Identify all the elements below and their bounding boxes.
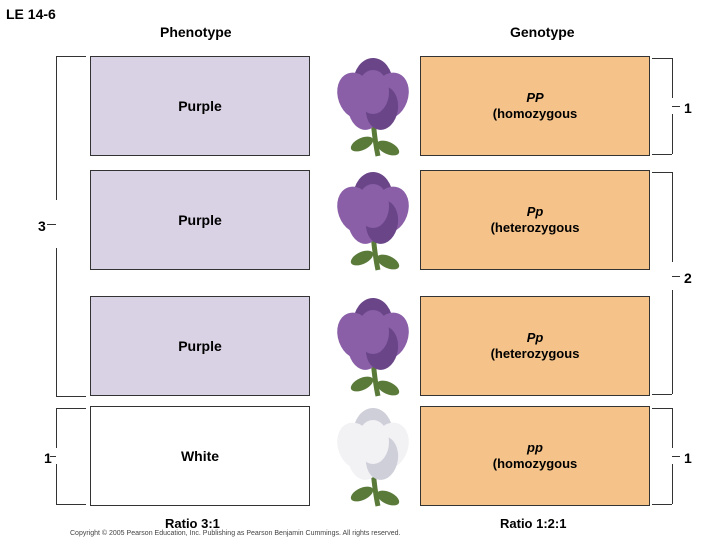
allele-text: PP: [526, 90, 543, 106]
left-count-white: 1: [44, 450, 52, 466]
genotype-ratio: Ratio 1:2:1: [500, 516, 566, 531]
left-bracket-1: [56, 464, 57, 504]
flower-icon: [318, 52, 428, 160]
zygosity-text: (heterozygous: [491, 346, 580, 362]
left-bracket-3: [47, 224, 56, 225]
zygosity-text: (homozygous: [493, 456, 578, 472]
genotype-box: Pp (heterozygous: [420, 170, 650, 270]
zygosity-text: (homozygous: [493, 106, 578, 122]
right-count-pp: 1: [684, 450, 692, 466]
left-bracket-3: [56, 56, 57, 200]
copyright-text: Copyright © 2005 Pearson Education, Inc.…: [70, 530, 400, 537]
right-count-Pp: 2: [684, 270, 692, 286]
right-count-PP: 1: [684, 100, 692, 116]
phenotype-ratio: Ratio 3:1: [165, 516, 220, 531]
left-count-purple: 3: [38, 218, 46, 234]
phenotype-box: Purple: [90, 170, 310, 270]
genetics-row: Purple PP (homozygous: [60, 56, 680, 156]
flower-icon: [318, 402, 428, 510]
flower-icon: [318, 292, 428, 400]
figure-label: LE 14-6: [6, 6, 56, 22]
zygosity-text: (heterozygous: [491, 220, 580, 236]
genotype-header: Genotype: [510, 24, 575, 40]
phenotype-header: Phenotype: [160, 24, 232, 40]
genotype-box: Pp (heterozygous: [420, 296, 650, 396]
genetics-row: Purple Pp (heterozygous: [60, 296, 680, 396]
genotype-box: pp (homozygous: [420, 406, 650, 506]
allele-text: pp: [527, 440, 543, 456]
allele-text: Pp: [527, 330, 544, 346]
genetics-row: Purple Pp (heterozygous: [60, 170, 680, 270]
right-bracket-2: [672, 276, 680, 277]
genotype-box: PP (homozygous: [420, 56, 650, 156]
phenotype-box: White: [90, 406, 310, 506]
flower-icon: [318, 166, 428, 274]
allele-text: Pp: [527, 204, 544, 220]
left-bracket-3: [56, 396, 86, 397]
phenotype-box: Purple: [90, 56, 310, 156]
phenotype-box: Purple: [90, 296, 310, 396]
left-bracket-1: [56, 408, 57, 448]
left-bracket-3: [56, 248, 57, 396]
genetics-row: White pp (homozygous: [60, 406, 680, 506]
